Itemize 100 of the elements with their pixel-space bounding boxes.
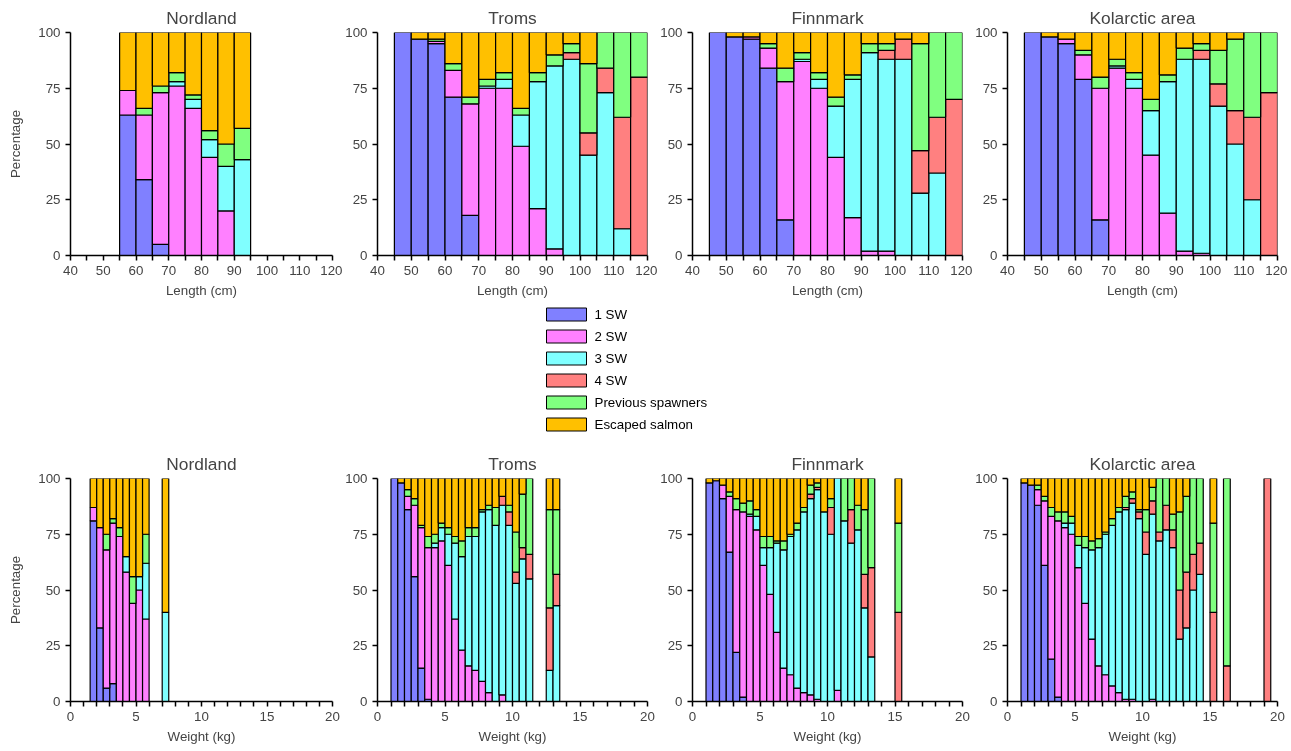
y-tick-label: 50 (45, 582, 61, 598)
y-tick-label: 75 (45, 526, 61, 542)
x-axis-title: Length (cm) (1106, 282, 1179, 298)
x-axis-title: Weight (kg) (167, 728, 236, 744)
x-tick-label: 10 (820, 708, 835, 724)
x-tick-label: 120 (635, 262, 658, 278)
y-tick-label: 0 (675, 248, 683, 263)
x-tick-label: 10 (1135, 708, 1150, 724)
x-tick-label: 70 (161, 262, 177, 278)
x-tick-label: 40 (685, 262, 700, 278)
x-axis-title: Weight (kg) (793, 728, 862, 744)
x-tick-label: 40 (1000, 262, 1015, 278)
y-tick-label: 25 (352, 192, 368, 208)
x-tick-label: 90 (226, 262, 242, 278)
x-tick-label: 40 (63, 262, 78, 278)
x-tick-label: 0 (1003, 708, 1012, 724)
x-tick-label: 110 (1233, 262, 1255, 278)
legend-label: 1 SW (594, 307, 628, 322)
x-tick-label: 15 (887, 708, 903, 724)
y-tick-label: 75 (667, 526, 683, 542)
x-tick-label: 50 (718, 262, 734, 278)
chart-title: Troms (488, 453, 538, 474)
y-tick-label: 100 (975, 25, 998, 40)
y-tick-label: 100 (975, 471, 998, 486)
x-tick-label: 50 (95, 262, 111, 278)
chart-title: Kolarctic area (1089, 453, 1196, 474)
x-tick-label: 10 (505, 708, 520, 724)
y-tick-label: 25 (982, 192, 998, 208)
y-axis-title: Percentage (8, 109, 24, 179)
x-tick-label: 70 (1101, 262, 1117, 278)
x-tick-label: 10 (194, 708, 209, 724)
legend-label: 2 SW (594, 329, 628, 344)
x-tick-label: 50 (403, 262, 419, 278)
x-tick-label: 0 (373, 708, 382, 724)
legend-label: Previous spawners (594, 395, 708, 410)
x-tick-label: 110 (289, 262, 311, 278)
x-tick-label: 80 (820, 262, 835, 278)
y-axis-title: Percentage (8, 555, 24, 625)
y-tick-label: 75 (45, 80, 61, 96)
y-tick-label: 50 (352, 582, 368, 598)
x-tick-label: 20 (640, 708, 655, 724)
y-tick-label: 50 (667, 136, 683, 152)
y-tick-label: 100 (38, 471, 61, 486)
x-axis-title: Length (cm) (165, 282, 238, 298)
x-tick-label: 5 (756, 708, 764, 724)
y-tick-label: 50 (352, 136, 368, 152)
chart-title: Kolarctic area (1089, 7, 1196, 28)
x-tick-label: 120 (950, 262, 973, 278)
y-tick-label: 25 (667, 192, 683, 208)
y-tick-label: 100 (660, 25, 683, 40)
y-tick-label: 0 (53, 694, 61, 709)
x-tick-label: 20 (955, 708, 970, 724)
y-tick-label: 75 (352, 80, 368, 96)
x-tick-label: 15 (1202, 708, 1218, 724)
x-tick-label: 70 (471, 262, 487, 278)
x-tick-label: 15 (572, 708, 588, 724)
y-tick-label: 0 (990, 248, 998, 263)
x-tick-label: 80 (1135, 262, 1150, 278)
x-tick-label: 60 (752, 262, 768, 278)
chart-title: Nordland (166, 7, 237, 28)
y-tick-label: 75 (667, 80, 683, 96)
x-tick-label: 20 (1270, 708, 1285, 724)
x-tick-label: 0 (688, 708, 697, 724)
x-tick-label: 90 (1168, 262, 1184, 278)
x-tick-label: 5 (1071, 708, 1079, 724)
y-tick-label: 100 (660, 471, 683, 486)
x-tick-label: 80 (505, 262, 520, 278)
legend-label: Escaped salmon (594, 417, 694, 432)
legend-label: 3 SW (594, 351, 628, 366)
x-tick-label: 5 (132, 708, 140, 724)
y-tick-label: 25 (352, 638, 368, 654)
y-tick-label: 0 (675, 694, 683, 709)
x-tick-label: 90 (853, 262, 869, 278)
y-tick-label: 100 (345, 471, 368, 486)
chart-title: Troms (488, 7, 538, 28)
y-tick-label: 0 (53, 248, 61, 263)
y-tick-label: 50 (667, 582, 683, 598)
y-tick-label: 75 (352, 526, 368, 542)
x-tick-label: 40 (370, 262, 385, 278)
x-tick-label: 120 (1265, 262, 1288, 278)
chart-title: Nordland (166, 453, 237, 474)
y-tick-label: 0 (360, 248, 368, 263)
x-tick-label: 70 (786, 262, 802, 278)
x-tick-label: 50 (1033, 262, 1049, 278)
x-tick-label: 100 (883, 262, 907, 278)
x-tick-label: 110 (603, 262, 625, 278)
y-tick-label: 25 (667, 638, 683, 654)
x-tick-label: 90 (538, 262, 554, 278)
x-tick-label: 100 (255, 262, 279, 278)
x-tick-label: 15 (259, 708, 275, 724)
y-tick-label: 100 (345, 25, 368, 40)
y-tick-label: 75 (982, 526, 998, 542)
x-tick-label: 120 (320, 262, 343, 278)
x-tick-label: 60 (128, 262, 144, 278)
y-tick-label: 75 (982, 80, 998, 96)
x-tick-label: 100 (1198, 262, 1222, 278)
x-axis-title: Length (cm) (476, 282, 549, 298)
y-tick-label: 0 (990, 694, 998, 709)
x-tick-label: 110 (918, 262, 940, 278)
legend-label: 4 SW (594, 373, 628, 388)
